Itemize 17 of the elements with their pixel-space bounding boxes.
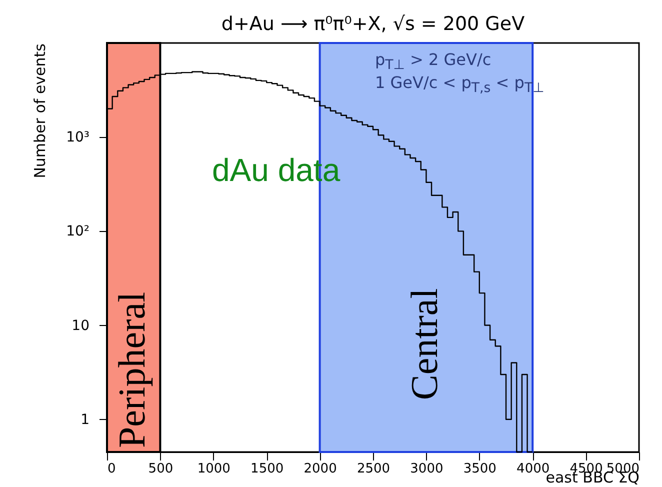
y-tick-label: 10³ — [66, 130, 90, 146]
x-tick-label: 0 — [108, 462, 116, 476]
x-tick-label: 3000 — [410, 462, 444, 476]
band-label: Central — [404, 288, 446, 400]
x-tick-label: 2500 — [356, 462, 390, 476]
x-tick-label: 1500 — [250, 462, 284, 476]
x-tick-label: 2000 — [304, 462, 337, 476]
x-tick-label: 3500 — [463, 462, 496, 476]
y-tick-label: 1 — [80, 412, 90, 428]
chart-title: d+Au ⟶ π⁰π⁰+X, √s = 200 GeV — [221, 13, 525, 35]
x-tick-label: 1000 — [197, 462, 230, 476]
annotation: p$_{T⊥}$ > 2 GeV/c — [375, 50, 492, 74]
x-tick-label: 500 — [148, 462, 174, 476]
band-label: Peripheral — [112, 292, 154, 448]
y-tick-label: 10² — [66, 224, 90, 240]
y-tick-label: 10 — [72, 318, 90, 334]
y-axis-title: Number of events — [31, 43, 50, 178]
